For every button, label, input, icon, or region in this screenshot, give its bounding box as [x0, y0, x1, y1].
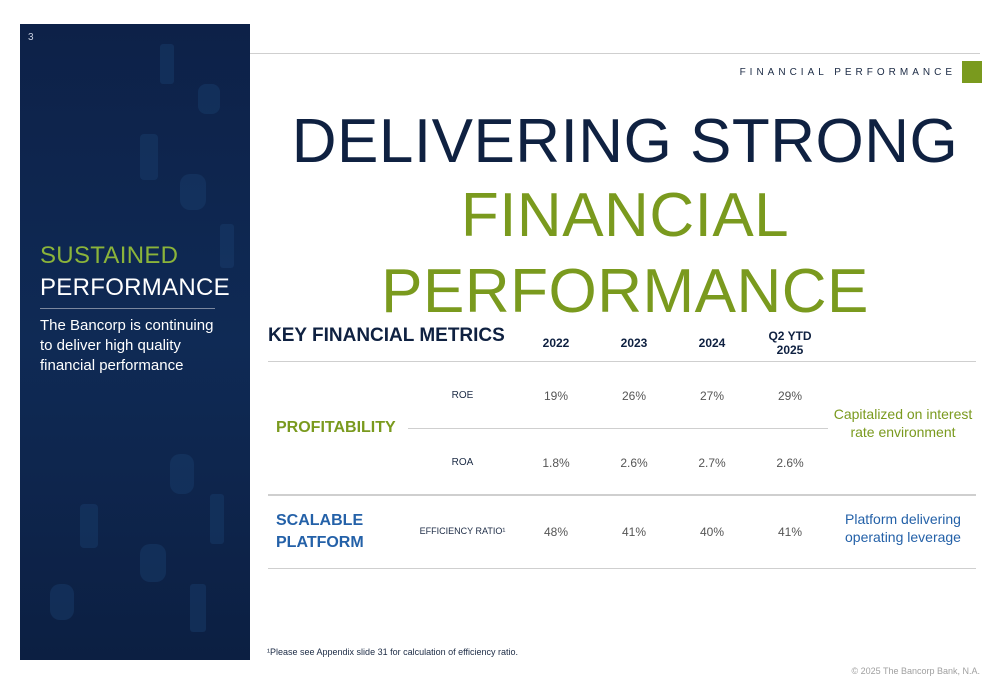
column-header-2023: 2023 [620, 336, 648, 350]
sidebar-description: The Bancorp is continuing to deliver hig… [40, 317, 214, 374]
column-header-2024: 2024 [698, 336, 726, 350]
table-cell: 2.6% [620, 456, 648, 470]
metric-roe: ROE [451, 390, 474, 401]
copyright: © 2025 The Bancorp Bank, N.A. [851, 666, 980, 676]
sidebar-divider [40, 308, 215, 309]
section-accent-square [962, 61, 982, 83]
table-cell: 41% [777, 525, 803, 539]
headline-line2: FINANCIAL PERFORMANCE [381, 181, 869, 326]
metric-roa: ROA [451, 457, 474, 468]
table-cell: 26% [621, 389, 647, 403]
section-label: FINANCIAL PERFORMANCE [739, 67, 956, 78]
header-divider [250, 53, 980, 54]
table-cell: 41% [621, 525, 647, 539]
table-cell: 29% [777, 389, 803, 403]
table-cell: 2.6% [776, 456, 804, 470]
table-cell: 1.8% [542, 456, 570, 470]
footnote: ¹Please see Appendix slide 31 for calcul… [267, 647, 518, 657]
sidebar-panel: 3 SUSTAINED PERFORMANCE The Bancorp is c… [20, 24, 250, 660]
table-cell: 48% [543, 525, 569, 539]
slide-number: 3 [28, 32, 34, 43]
binary-background-graphic [20, 24, 250, 660]
category-scalable-platform: SCALABLE PLATFORM [276, 512, 364, 551]
table-group-rule [268, 494, 976, 496]
sidebar-title-line2: PERFORMANCE [40, 274, 230, 301]
sidebar-title-line1: SUSTAINED [40, 242, 179, 269]
table-header-rule [268, 361, 976, 362]
category-profitability: PROFITABILITY [276, 419, 396, 436]
table-title: KEY FINANCIAL METRICS [268, 325, 505, 346]
column-header-q2-ytd-2025: Q2 YTD 2025 [768, 329, 812, 357]
table-cell: 40% [699, 525, 725, 539]
column-header-2022: 2022 [542, 336, 570, 350]
metric-efficiency-ratio: EFFICIENCY RATIO¹ [419, 526, 506, 536]
headline-line1: DELIVERING STRONG [291, 107, 959, 176]
table-cell: 19% [543, 389, 569, 403]
table-bottom-rule [268, 568, 976, 569]
table-cell: 27% [699, 389, 725, 403]
profitability-note: Capitalized on interest rate environment [833, 406, 973, 440]
scalable-platform-note: Platform delivering operating leverage [845, 511, 961, 545]
table-cell: 2.7% [698, 456, 726, 470]
table-row-rule [408, 428, 828, 429]
